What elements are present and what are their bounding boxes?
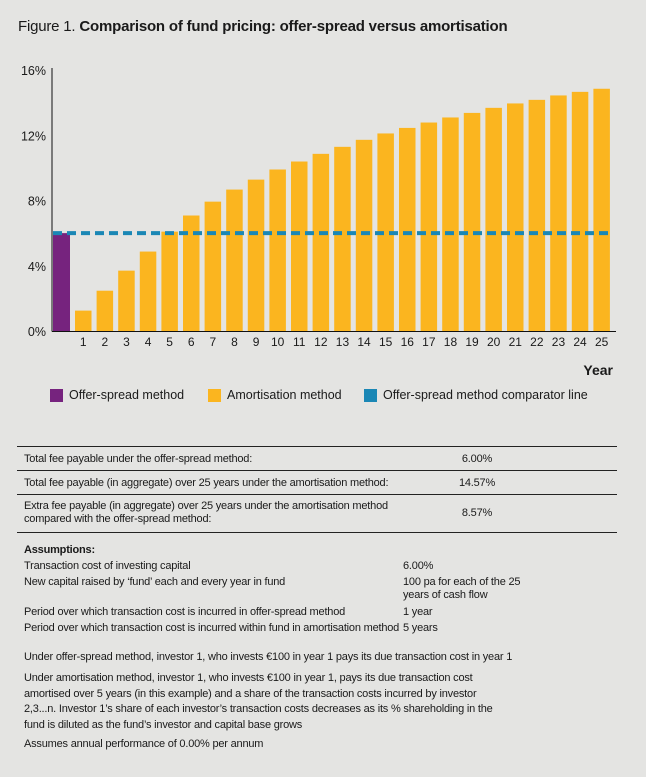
x-tick-label: 11 (293, 335, 306, 349)
assumption-value: 6.00% (403, 560, 434, 572)
row-value: 14.57% (458, 477, 496, 489)
assumption-label: New capital raised by ‘fund’ each and ev… (24, 576, 286, 588)
assumption-value: 100 pa for each of the 25 years of cash … (403, 576, 521, 601)
bar-amortisation-year-14 (355, 139, 373, 331)
bar-amortisation-year-3 (118, 270, 135, 331)
x-tick-label: 16 (401, 335, 415, 349)
bar-amortisation-year-9 (247, 179, 265, 331)
bar-amortisation-year-17 (420, 122, 438, 332)
figure-title-text: Comparison of fund pricing: offer-spread… (79, 18, 508, 35)
x-tick-label: 9 (253, 335, 260, 349)
x-tick-label: 15 (379, 335, 393, 349)
assumption-label: Period over which transaction cost is in… (24, 606, 346, 618)
bar-amortisation-year-12 (312, 153, 330, 331)
legend-label: Offer-spread method comparator line (383, 388, 588, 402)
legend-swatch-purple (50, 388, 63, 402)
x-tick-label: 23 (552, 335, 566, 349)
bar-amortisation-year-2 (96, 290, 114, 331)
bar-amortisation-year-13 (334, 146, 351, 331)
legend-amortisation: Amortisation method (208, 388, 342, 402)
y-tick-label: 8% (28, 195, 46, 209)
x-tick-label: 6 (188, 335, 195, 349)
figure-number: Figure 1. (18, 18, 76, 35)
x-tick-label: 24 (573, 335, 587, 349)
bar-amortisation-year-1 (75, 310, 92, 331)
bar-amortisation-year-5 (161, 231, 178, 331)
bar-amortisation-year-22 (528, 99, 546, 332)
x-tick-label: 7 (210, 335, 217, 349)
row-value: 6.00% (461, 453, 493, 465)
note-offer-spread: Under offer-spread method, investor 1, w… (24, 651, 513, 663)
bar-amortisation-year-16 (399, 127, 416, 331)
note-performance: Assumes annual performance of 0.00% per … (24, 738, 264, 750)
bar-amortisation-year-20 (485, 107, 502, 331)
legend-label: Amortisation method (227, 388, 342, 402)
y-tick-label: 16% (21, 64, 46, 78)
x-tick-label: 5 (166, 335, 173, 349)
row-label: Extra fee payable (in aggregate) over 25… (24, 500, 388, 525)
x-tick-label: 1 (80, 335, 87, 349)
bar-chart: 0%4%8%12%16%1 2 3 4 5 6 7 8 9 10 11 12 13 14 15 16 17 18 1… (21, 64, 616, 378)
x-tick-label: 21 (509, 335, 523, 349)
assumption-value: 5 years (403, 622, 438, 634)
assumptions: Assumptions: Transaction cost of investi… (0, 544, 646, 644)
figure-title: Figure 1. Comparison of fund pricing: of… (18, 18, 508, 35)
assumption-label: Period over which transaction cost is in… (24, 622, 400, 634)
assumptions-heading: Assumptions: (24, 544, 95, 556)
x-tick-label: 25 (595, 335, 609, 349)
summary-table: Total fee payable under the offer-spread… (17, 446, 617, 536)
row-value: 8.57% (461, 507, 493, 519)
bar-amortisation-year-8 (226, 189, 243, 331)
legend-label: Offer-spread method (69, 388, 185, 402)
bar-amortisation-year-7 (204, 201, 222, 331)
x-tick-label: 19 (465, 335, 479, 349)
bar-amortisation-year-19 (463, 112, 481, 331)
assumption-label: Transaction cost of investing capital (24, 560, 191, 572)
x-tick-label: 18 (444, 335, 458, 349)
table-row: Extra fee payable (in aggregate) over 25… (17, 495, 617, 533)
bar-amortisation-year-25 (593, 88, 610, 332)
bar-amortisation-year-24 (571, 91, 589, 331)
row-label: Total fee payable (in aggregate) over 25… (24, 477, 389, 489)
x-tick-label: 22 (530, 335, 544, 349)
bar-amortisation-year-6 (183, 215, 200, 331)
table-row: Total fee payable under the offer-spread… (17, 447, 617, 471)
legend-swatch-blue (364, 388, 377, 402)
note-amortisation: Under amortisation method, investor 1, w… (24, 672, 493, 731)
bar-amortisation-year-10 (269, 169, 286, 331)
legend-offer-spread: Offer-spread method (50, 388, 184, 402)
x-tick-label: 13 (336, 335, 350, 349)
x-tick-label: 12 (314, 335, 328, 349)
x-tick-label: 4 (145, 335, 152, 349)
x-tick-label: 2 (102, 335, 109, 349)
x-tick-label: 14 (357, 335, 371, 349)
y-tick-label: 0% (28, 325, 46, 339)
x-tick-label: 3 (123, 335, 130, 349)
bar-amortisation-year-11 (291, 161, 308, 331)
bar-amortisation-year-4 (139, 251, 157, 331)
x-tick-label: 17 (422, 335, 436, 349)
legend-swatch-orange (208, 388, 221, 402)
x-tick-label: 10 (271, 335, 285, 349)
row-label: Total fee payable under the offer-spread… (24, 453, 253, 465)
table-row: Total fee payable (in aggregate) over 25… (17, 471, 617, 495)
legend-comparator: Offer-spread method comparator line (364, 388, 588, 402)
bar-amortisation-year-21 (507, 103, 524, 331)
y-tick-label: 4% (28, 260, 46, 274)
y-tick-label: 12% (21, 129, 46, 143)
x-axis-label: Year (583, 362, 613, 378)
bar-amortisation-year-23 (550, 95, 567, 331)
bar-offer-spread (53, 233, 70, 331)
bar-amortisation-year-18 (442, 117, 459, 331)
bar-amortisation-year-15 (377, 133, 394, 331)
x-tick-label: 20 (487, 335, 501, 349)
x-tick-label: 8 (231, 335, 238, 349)
assumption-value: 1 year (403, 606, 433, 618)
